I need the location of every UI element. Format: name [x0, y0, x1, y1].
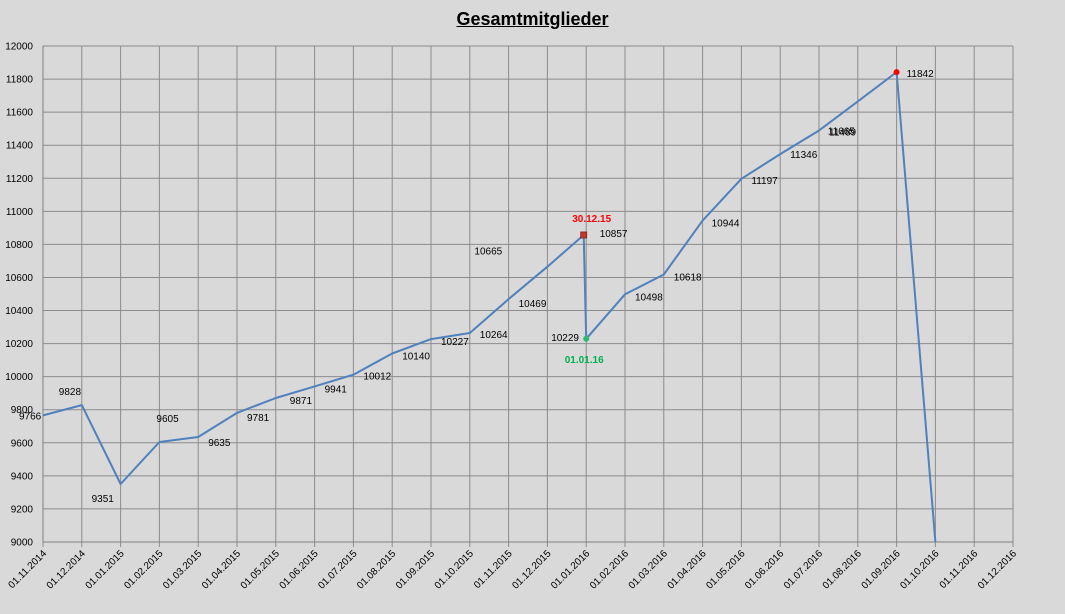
- date-annotation: 30.12.15: [572, 214, 611, 225]
- x-tick-label: 01.11.2016: [938, 548, 981, 591]
- x-tick-label: 01.11.2014: [6, 548, 49, 591]
- y-tick-label: 9200: [11, 504, 34, 515]
- data-label: 10012: [363, 372, 391, 383]
- data-label: 9871: [290, 396, 313, 407]
- y-tick-label: 11600: [6, 108, 34, 119]
- data-label: 10857: [600, 229, 628, 240]
- data-label: 9766: [19, 411, 42, 422]
- data-label: 10469: [519, 299, 547, 310]
- y-tick-label: 12000: [5, 42, 33, 53]
- data-label: 10229: [551, 333, 579, 344]
- data-label: 9941: [325, 384, 348, 395]
- x-tick-label: 01.07.2016: [782, 548, 825, 591]
- series-line: [42, 71, 937, 543]
- data-marker-square: [580, 231, 588, 239]
- y-tick-label: 9600: [11, 438, 34, 449]
- data-marker-circle: [583, 335, 590, 342]
- data-label: 11346: [790, 150, 818, 161]
- x-tick-label: 01.10.2016: [898, 548, 941, 591]
- data-label: 9828: [59, 387, 82, 398]
- x-tick-label: 01.01.2015: [84, 548, 127, 591]
- x-tick-label: 01.04.2015: [200, 548, 243, 591]
- data-label: 10944: [712, 219, 740, 230]
- data-label: 11489: [829, 127, 857, 138]
- plot-area: [43, 46, 1013, 542]
- data-label: 9781: [247, 413, 270, 424]
- data-marker-circle: [893, 69, 900, 76]
- x-tick-label: 01.03.2016: [627, 548, 670, 591]
- y-tick-label: 10400: [5, 306, 33, 317]
- x-tick-label: 01.12.2016: [976, 548, 1019, 591]
- data-label: 9605: [156, 414, 179, 425]
- x-tick-label: 01.10.2015: [433, 548, 476, 591]
- data-label: 10665: [474, 247, 502, 258]
- y-tick-label: 10600: [5, 273, 33, 284]
- x-tick-label: 01.08.2015: [355, 548, 398, 591]
- data-label: 10264: [480, 330, 508, 341]
- x-tick-label: 01.03.2015: [161, 548, 204, 591]
- y-tick-label: 9000: [11, 538, 34, 549]
- x-tick-label: 01.12.2014: [45, 548, 88, 591]
- data-label: 10618: [674, 272, 702, 283]
- x-tick-label: 01.06.2015: [278, 548, 321, 591]
- data-label: 10227: [441, 337, 469, 348]
- y-tick-label: 9800: [11, 405, 34, 416]
- y-tick-label: 11000: [6, 207, 34, 218]
- x-tick-label: 01.11.2015: [472, 548, 515, 591]
- data-label: 9351: [92, 494, 115, 505]
- x-tick-label: 01.08.2016: [821, 548, 864, 591]
- data-label: 9635: [208, 438, 231, 449]
- x-tick-label: 01.05.2015: [239, 548, 282, 591]
- x-tick-label: 01.05.2016: [704, 548, 747, 591]
- data-label: 10498: [635, 292, 663, 303]
- y-tick-label: 11400: [6, 141, 34, 152]
- y-tick-label: 10200: [5, 339, 33, 350]
- x-tick-label: 01.12.2015: [510, 548, 553, 591]
- x-tick-label: 01.01.2016: [549, 548, 592, 591]
- data-label: 11842: [907, 69, 935, 80]
- chart-title: Gesamtmitglieder: [456, 9, 609, 29]
- y-tick-label: 11200: [6, 174, 34, 185]
- y-tick-label: 9400: [11, 471, 34, 482]
- x-tick-label: 01.04.2016: [666, 548, 709, 591]
- data-label: 11665: [828, 126, 856, 137]
- y-tick-label: 11800: [6, 75, 34, 86]
- y-tick-label: 10000: [5, 372, 33, 383]
- date-annotation: 01.01.16: [565, 355, 604, 366]
- x-tick-label: 01.02.2016: [588, 548, 631, 591]
- data-label: 11197: [751, 176, 778, 187]
- x-tick-label: 01.07.2015: [316, 548, 359, 591]
- y-tick-label: 10800: [5, 240, 33, 251]
- x-tick-label: 01.06.2016: [743, 548, 786, 591]
- x-tick-label: 01.09.2016: [860, 548, 903, 591]
- x-tick-label: 01.09.2015: [394, 548, 437, 591]
- x-tick-label: 01.02.2015: [122, 548, 165, 591]
- data-label: 10140: [402, 352, 430, 363]
